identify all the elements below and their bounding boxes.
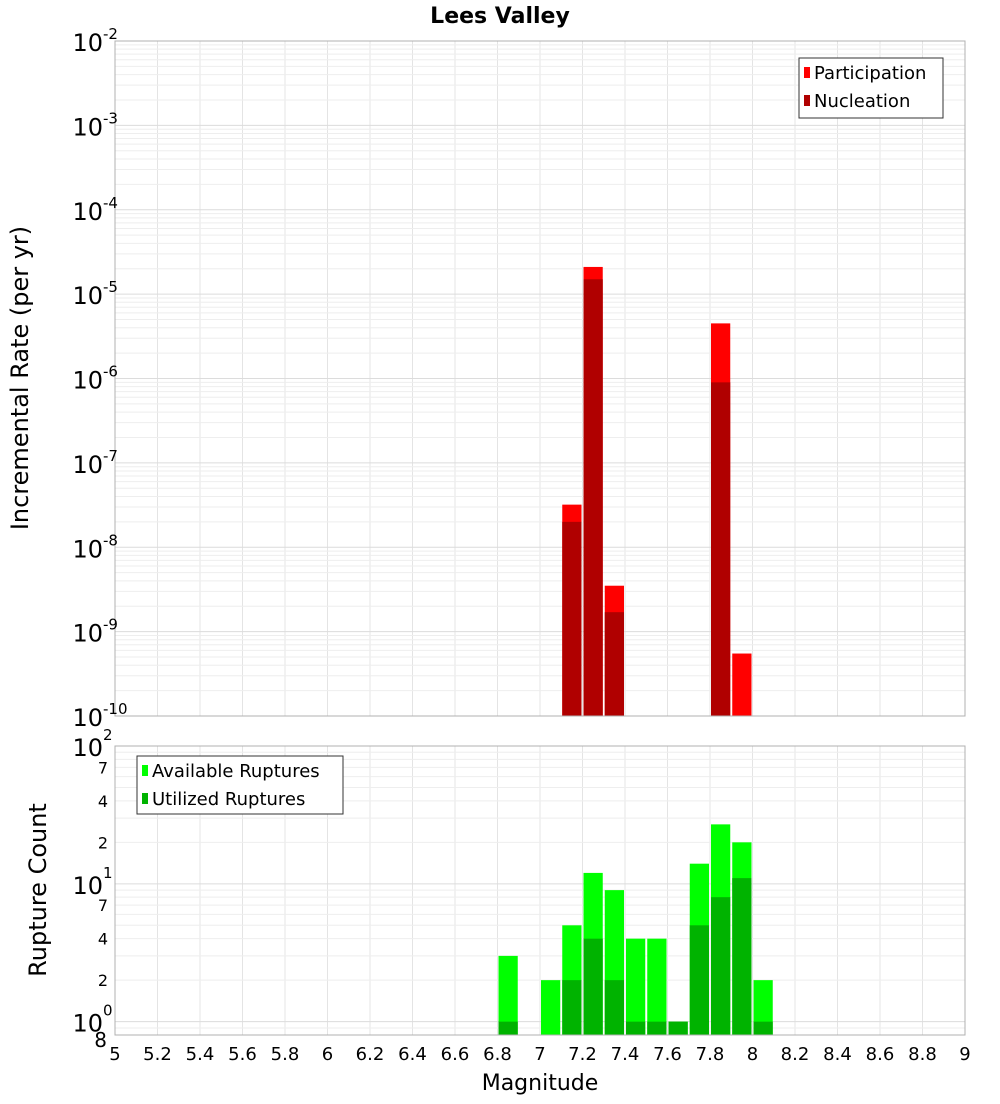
count-bar-1-7 bbox=[689, 925, 709, 1035]
x-tick-18: 8.6 bbox=[866, 1044, 895, 1065]
x-tick-19: 8.8 bbox=[908, 1044, 937, 1065]
rate-bar-1-0 bbox=[562, 521, 582, 716]
chart-title: Lees Valley bbox=[430, 4, 570, 29]
top-y-tick-base-4: 10 bbox=[72, 367, 103, 395]
top-y-tick-labels: 10-210-310-410-510-610-710-810-910-10 bbox=[72, 25, 127, 732]
top-y-tick-base-0: 10 bbox=[72, 29, 103, 57]
bottom-y-minor-tick-1: 4 bbox=[98, 792, 108, 811]
x-tick-13: 7.6 bbox=[653, 1044, 682, 1065]
bottom-plot-bars bbox=[498, 824, 773, 1035]
top-y-tick-exp-1: -3 bbox=[103, 109, 118, 127]
x-tick-11: 7.2 bbox=[568, 1044, 597, 1065]
x-tick-labels: 5 5.2 5.4 5.6 5.8 6 6.2 6.4 6.6 6.8 7 7.2 7.4 7.6 7.8 8… bbox=[109, 1044, 970, 1065]
count-bar-1-8 bbox=[711, 897, 731, 1035]
bottom-legend: Available Ruptures Utilized Ruptures bbox=[136, 755, 344, 815]
bottom-y-tick-exp-1: 1 bbox=[103, 864, 113, 882]
top-y-tick-exp-4: -6 bbox=[103, 363, 118, 381]
top-y-axis-label: Incremental Rate (per yr) bbox=[6, 226, 34, 530]
top-y-tick-exp-5: -7 bbox=[103, 447, 118, 465]
top-y-tick-base-2: 10 bbox=[72, 198, 103, 226]
x-tick-2: 5.4 bbox=[186, 1044, 215, 1065]
top-legend-swatch-1 bbox=[804, 95, 810, 106]
count-bar-1-10 bbox=[753, 1021, 773, 1035]
top-y-tick-exp-0: -2 bbox=[103, 25, 118, 43]
top-y-tick-base-5: 10 bbox=[72, 451, 103, 479]
top-y-tick-base-1: 10 bbox=[72, 113, 103, 141]
top-y-tick-exp-3: -5 bbox=[103, 278, 118, 296]
bottom-y-tick-exp-2: 0 bbox=[103, 1002, 113, 1020]
top-legend-box bbox=[798, 57, 944, 119]
x-tick-12: 7.4 bbox=[611, 1044, 640, 1065]
count-bar-1-3 bbox=[604, 980, 624, 1035]
top-y-tick-base-3: 10 bbox=[72, 282, 103, 310]
bottom-y-axis-label: Rupture Count bbox=[24, 803, 52, 977]
bottom-y-minor-tick-3: 7 bbox=[98, 896, 108, 915]
bottom-y-minor-tick-4: 4 bbox=[98, 930, 108, 949]
x-tick-7: 6.4 bbox=[398, 1044, 427, 1065]
bottom-y-minor-tick-6: 8 bbox=[94, 1028, 107, 1052]
x-tick-0: 5 bbox=[109, 1044, 120, 1065]
bottom-y-minor-tick-0: 7 bbox=[98, 758, 108, 777]
bottom-legend-label-0: Available Ruptures bbox=[152, 761, 320, 782]
bottom-y-tick-base-0: 10 bbox=[72, 734, 103, 762]
bottom-y-tick-exp-0: 2 bbox=[103, 726, 113, 744]
bottom-legend-swatch-1 bbox=[142, 793, 148, 804]
rate-bar-1-3 bbox=[711, 382, 731, 716]
x-tick-15: 8 bbox=[747, 1044, 758, 1065]
count-bar-0-0 bbox=[498, 955, 518, 1035]
count-bar-0-6 bbox=[647, 938, 667, 1035]
top-y-tick-exp-6: -8 bbox=[103, 531, 118, 549]
x-tick-16: 8.2 bbox=[781, 1044, 810, 1065]
top-y-tick-exp-8: -10 bbox=[103, 700, 128, 718]
x-tick-3: 5.6 bbox=[228, 1044, 257, 1065]
top-legend-swatch-0 bbox=[804, 67, 810, 78]
count-bar-0-5 bbox=[626, 938, 646, 1035]
x-tick-8: 6.6 bbox=[441, 1044, 470, 1065]
x-tick-4: 5.8 bbox=[271, 1044, 300, 1065]
count-bar-0-11 bbox=[753, 980, 773, 1035]
count-bar-1-9 bbox=[732, 878, 752, 1035]
count-bar-0-1 bbox=[541, 980, 561, 1035]
rate-bar-0-4 bbox=[732, 653, 752, 716]
top-plot-grid bbox=[114, 41, 966, 717]
count-bar-1-4 bbox=[626, 1021, 646, 1035]
x-tick-14: 7.8 bbox=[696, 1044, 725, 1065]
x-tick-17: 8.4 bbox=[823, 1044, 852, 1065]
x-tick-6: 6.2 bbox=[356, 1044, 385, 1065]
x-tick-9: 6.8 bbox=[483, 1044, 512, 1065]
top-y-tick-base-7: 10 bbox=[72, 620, 103, 648]
top-plot-frame bbox=[114, 40, 966, 717]
count-bar-1-1 bbox=[562, 980, 582, 1035]
top-plot-bars bbox=[562, 266, 752, 716]
bottom-legend-swatch-0 bbox=[142, 765, 148, 776]
count-bar-1-2 bbox=[583, 938, 603, 1035]
bottom-legend-label-1: Utilized Ruptures bbox=[152, 789, 305, 810]
x-tick-1: 5.2 bbox=[143, 1044, 172, 1065]
x-tick-10: 7 bbox=[534, 1044, 545, 1065]
bottom-y-minor-tick-5: 2 bbox=[98, 971, 108, 990]
top-y-tick-base-6: 10 bbox=[72, 535, 103, 563]
rate-bar-1-2 bbox=[604, 612, 624, 716]
count-bar-1-6 bbox=[668, 1021, 688, 1035]
x-axis-label: Magnitude bbox=[482, 1071, 599, 1096]
x-tick-20: 9 bbox=[959, 1044, 970, 1065]
bottom-y-minor-tick-2: 2 bbox=[98, 833, 108, 852]
bottom-y-tick-base-1: 10 bbox=[72, 872, 103, 900]
bottom-y-tick-base-2: 10 bbox=[72, 1010, 103, 1038]
count-bar-1-0 bbox=[498, 1021, 518, 1035]
count-bar-1-5 bbox=[647, 1021, 667, 1035]
x-tick-5: 6 bbox=[322, 1044, 333, 1065]
top-legend-label-0: Participation bbox=[814, 63, 926, 84]
top-y-tick-exp-7: -9 bbox=[103, 616, 118, 634]
top-legend: Participation Nucleation bbox=[798, 57, 944, 119]
bottom-legend-box bbox=[136, 755, 344, 815]
bottom-plot-frame bbox=[114, 745, 966, 1036]
top-legend-label-1: Nucleation bbox=[814, 91, 910, 112]
rate-bar-1-1 bbox=[583, 279, 603, 716]
top-y-tick-base-8: 10 bbox=[72, 704, 103, 732]
top-y-tick-exp-2: -4 bbox=[103, 194, 118, 212]
